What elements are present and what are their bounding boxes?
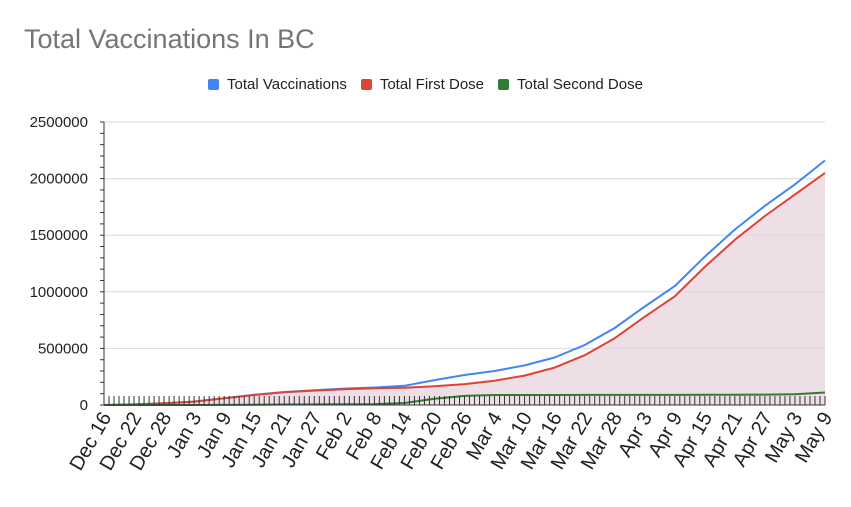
area-fills [104,172,825,405]
legend-item-total-vaccinations[interactable]: Total Vaccinations [208,76,347,93]
y-tick-label: 500000 [38,340,88,357]
area-fill-total-first-dose [104,172,825,405]
legend-label-total-vaccinations: Total Vaccinations [227,76,347,93]
legend-swatch-total-vaccinations [208,79,220,90]
y-tick-label: 0 [80,397,88,414]
legend-label-total-second-dose: Total Second Dose [517,76,643,93]
legend-swatch-total-second-dose [498,79,510,90]
legend-item-total-first-dose[interactable]: Total First Dose [360,76,485,93]
legend-label-total-first-dose: Total First Dose [379,76,485,93]
legend-item-total-second-dose[interactable]: Total Second Dose [498,76,643,93]
legend: Total Vaccinations Total First Dose Tota… [0,76,851,93]
y-tick-label: 2000000 [30,171,88,188]
legend-swatch-total-first-dose [360,79,372,90]
y-tick-labels: 2500000 2000000 1500000 1000000 500000 0 [30,114,88,414]
chart-title: Total Vaccinations In BC [24,24,315,54]
y-tick-label: 1500000 [30,227,88,244]
axes [100,121,826,406]
y-tick-label: 1000000 [30,284,88,301]
y-tick-label: 2500000 [30,114,88,131]
